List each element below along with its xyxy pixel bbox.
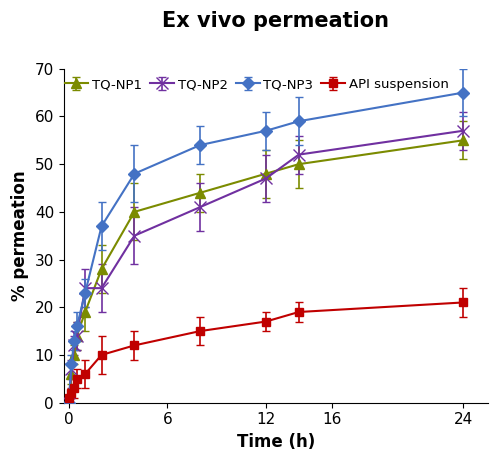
X-axis label: Time (h): Time (h): [236, 433, 315, 451]
Legend: TQ-NP1, TQ-NP2, TQ-NP3, API suspension: TQ-NP1, TQ-NP2, TQ-NP3, API suspension: [62, 75, 452, 94]
Y-axis label: % permeation: % permeation: [11, 170, 29, 301]
Title: Ex vivo permeation: Ex vivo permeation: [162, 11, 390, 31]
